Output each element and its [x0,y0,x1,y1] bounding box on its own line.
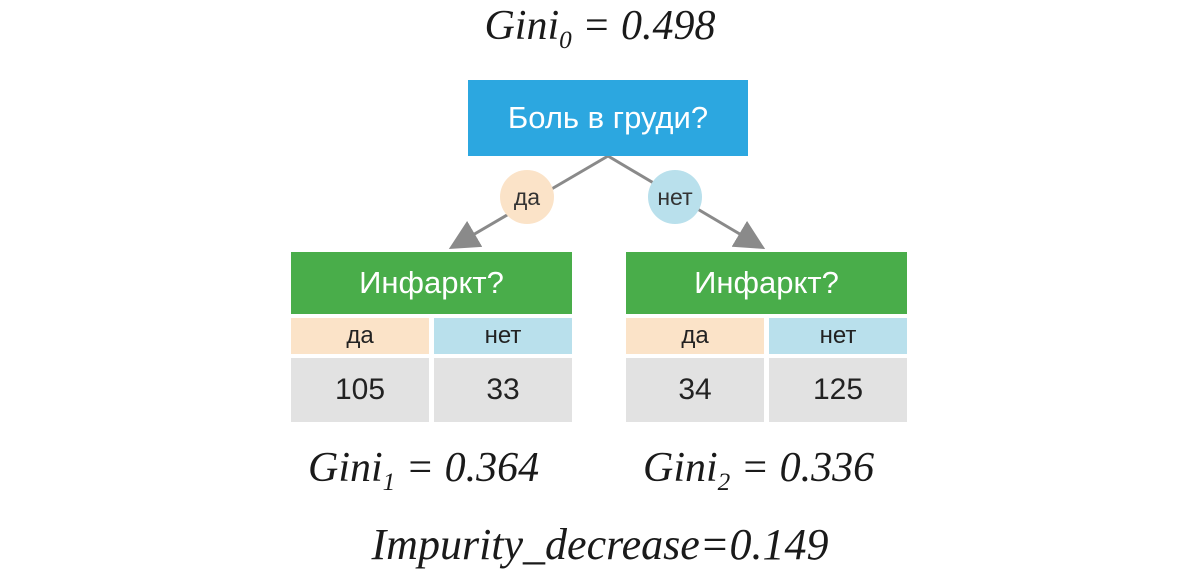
root-question: Боль в груди? [507,100,709,135]
left-node-header-row: да нет [291,318,572,354]
left-col-no-header: нет [434,318,572,354]
left-gini-formula: Gini1 = 0.364 [308,444,539,497]
right-node-title: Инфаркт? [626,252,907,314]
gini-subscript: 2 [717,468,731,496]
impurity-decrease-formula: Impurity_decrease=0.149 [371,520,829,569]
root-node: Боль в груди? [468,80,748,156]
right-node-value-row: 34 125 [626,358,907,422]
left-value-yes: 105 [291,358,429,422]
branch-yes-badge: да [500,170,554,224]
left-node-value-row: 105 33 [291,358,572,422]
right-node-header-row: да нет [626,318,907,354]
right-node-question: Инфаркт? [694,265,839,300]
right-col-yes-header: да [626,318,764,354]
right-col-no-header: нет [769,318,907,354]
gini-label: Gini [308,445,383,491]
gini-label: Gini [643,445,718,491]
left-value-no: 33 [434,358,572,422]
gini-subscript: 1 [382,468,396,496]
left-node: Инфаркт? да нет 105 33 [291,252,572,422]
left-col-yes-header: да [291,318,429,354]
gini-label: Gini [484,3,560,49]
right-value-yes: 34 [626,358,764,422]
gini-value: = 0.498 [571,3,716,49]
branch-no-label: нет [657,183,693,210]
gini-value: = 0.336 [730,445,875,491]
right-node: Инфаркт? да нет 34 125 [626,252,907,422]
right-gini-formula: Gini2 = 0.336 [643,444,874,497]
left-node-title: Инфаркт? [291,252,572,314]
left-node-question: Инфаркт? [359,265,504,300]
root-gini-formula: Gini0 = 0.498 [0,2,1200,55]
gini-subscript: 0 [559,26,572,54]
right-value-no: 125 [769,358,907,422]
branch-yes-label: да [513,183,541,210]
gini-value: = 0.364 [395,445,540,491]
branch-no-badge: нет [648,170,702,224]
